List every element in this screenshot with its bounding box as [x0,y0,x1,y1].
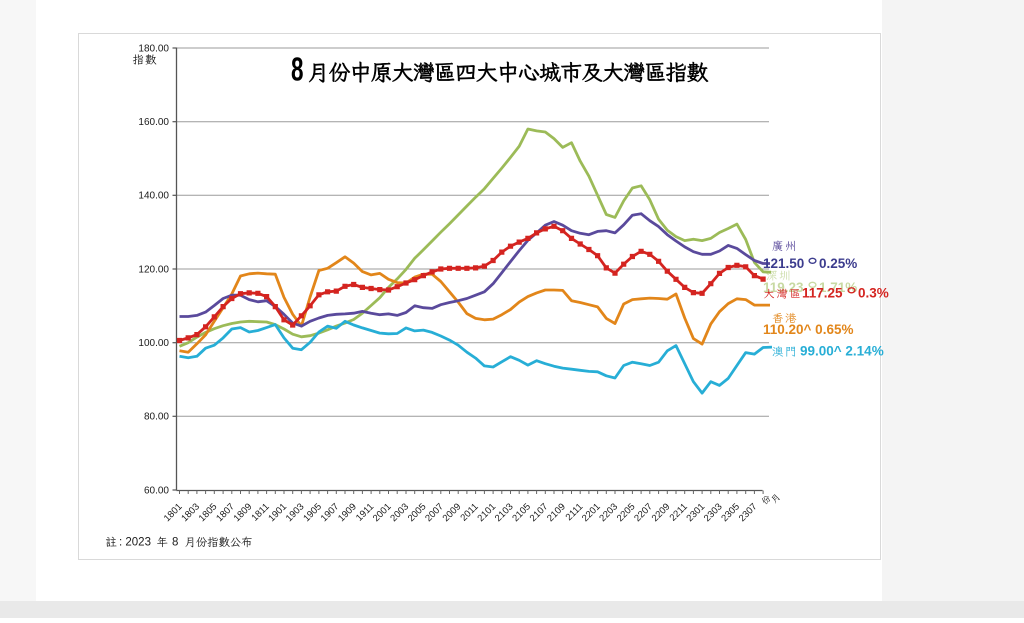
svg-text:140.00: 140.00 [138,191,169,202]
svg-text:110.20^ 0.65%: 110.20^ 0.65% [763,322,853,337]
svg-text:8: 8 [291,50,303,87]
svg-text:8: 8 [172,537,178,549]
svg-text:: 2023: : 2023 [119,537,151,549]
svg-text:80.00: 80.00 [144,412,169,423]
svg-text:100.00: 100.00 [138,338,169,349]
svg-text:121.50: 121.50 [763,256,804,271]
svg-text:160.00: 160.00 [138,117,169,128]
svg-text:180.00: 180.00 [138,43,169,54]
svg-text:99.00^ 2.14%: 99.00^ 2.14% [800,344,884,359]
svg-text:0.3%: 0.3% [858,286,889,301]
svg-text:120.00: 120.00 [138,264,169,275]
svg-text:117.25: 117.25 [802,286,843,301]
svg-text:60.00: 60.00 [144,485,169,496]
svg-text:0.25%: 0.25% [819,256,857,271]
